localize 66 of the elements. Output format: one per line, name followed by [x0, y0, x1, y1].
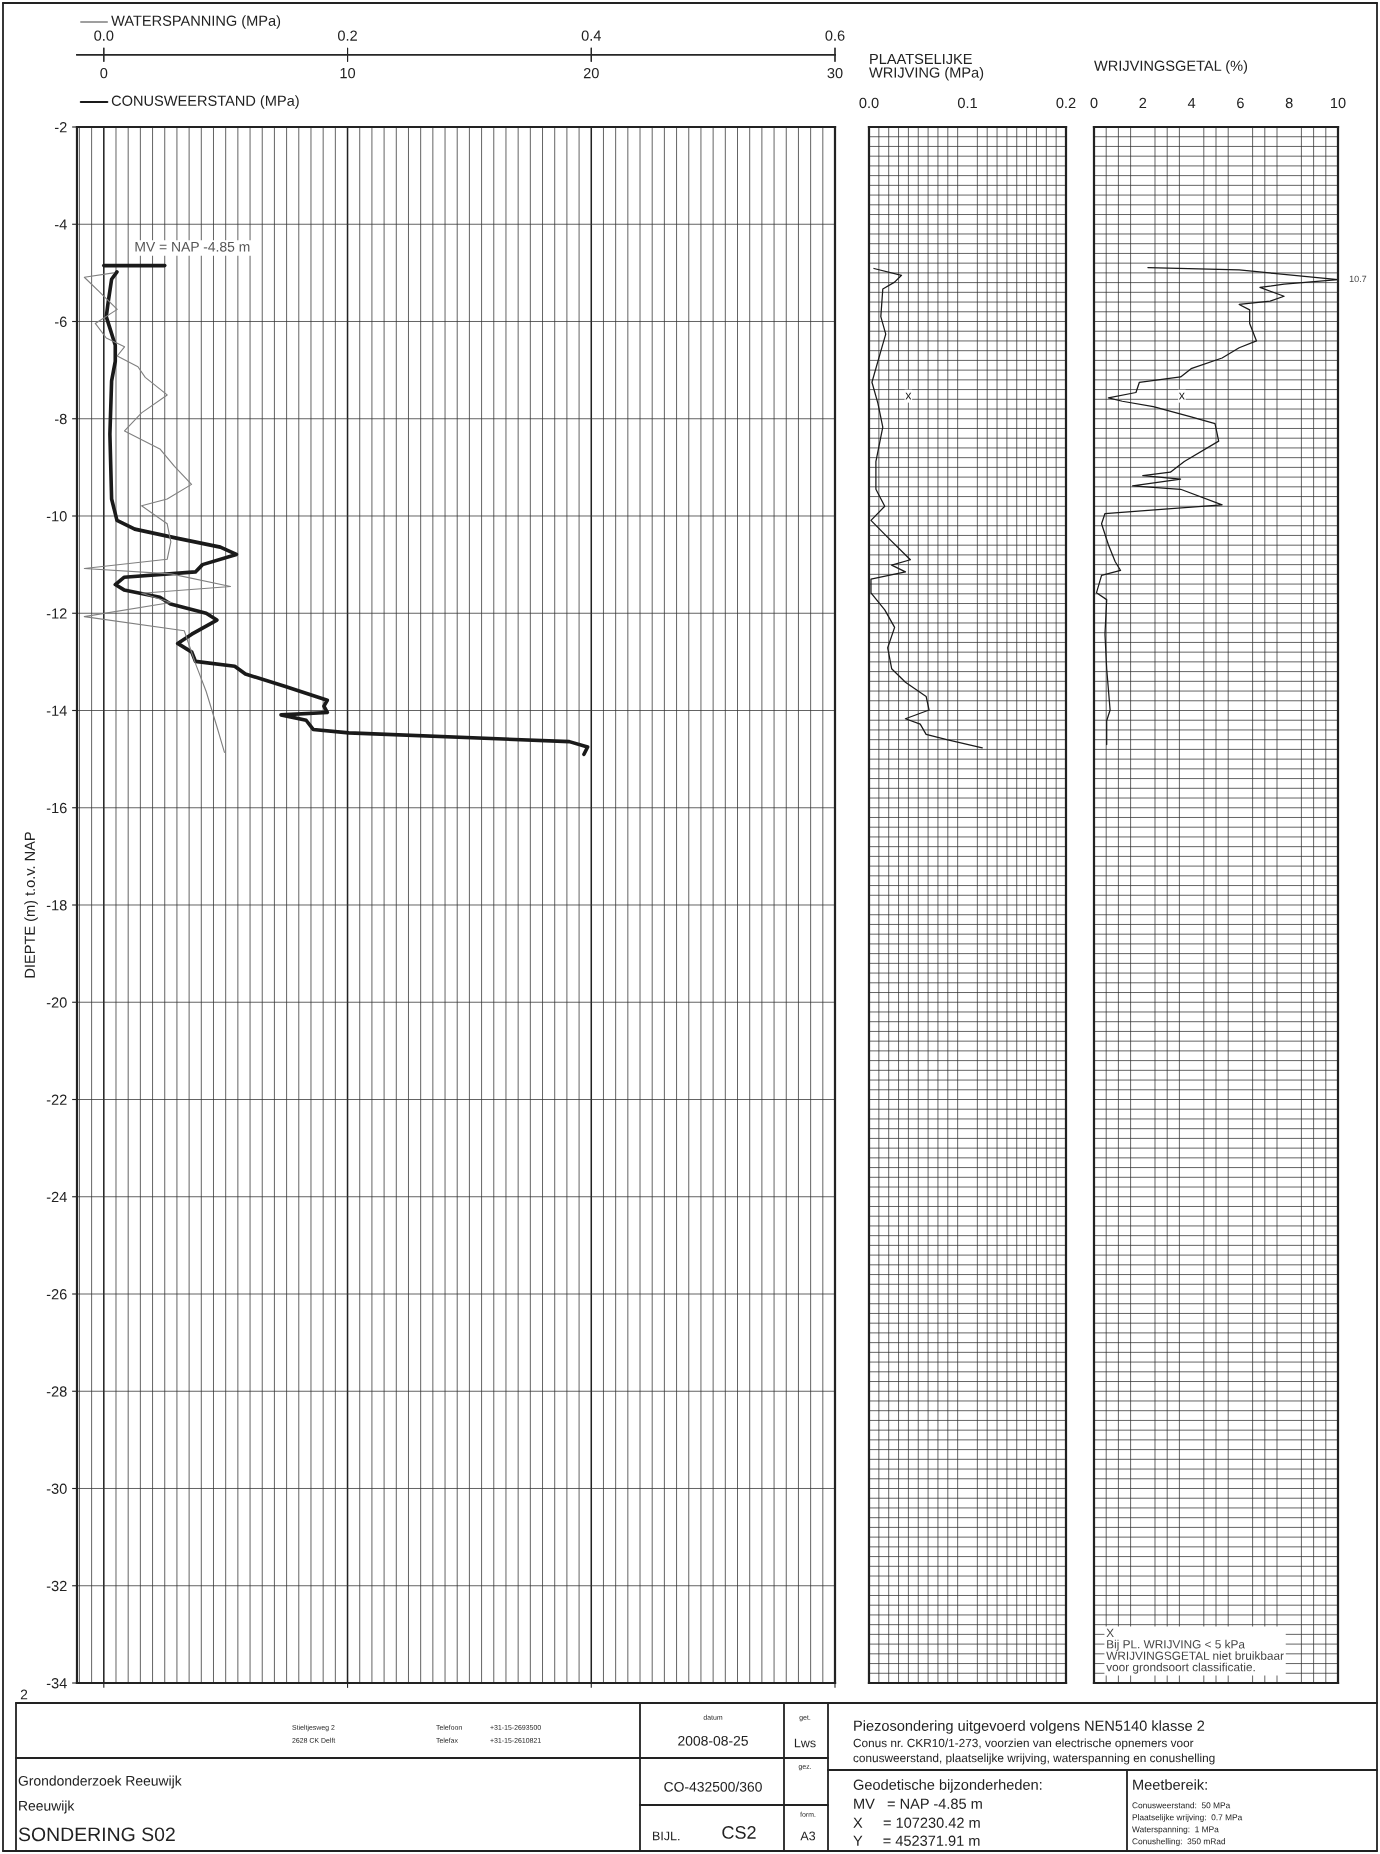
y-tick-label: -34 [46, 1678, 67, 1689]
x-tick-label: 2 [1139, 97, 1147, 108]
text: Geodetische bijzonderheden: [853, 1779, 1042, 1793]
text: Conusweerstand: 50 MPa [1132, 1802, 1231, 1809]
text: Lws [794, 1738, 816, 1748]
annotation: 10.7 [1349, 275, 1367, 283]
x-tick-label: 0.0 [859, 97, 879, 109]
text: Reeuwijk [19, 1800, 75, 1814]
y-tick-label: -32 [46, 1580, 67, 1592]
text: 2 [20, 1689, 28, 1700]
y-tick-label: -20 [46, 997, 67, 1008]
x-tick-label: 10 [1331, 97, 1346, 109]
x-tick-label: 30 [827, 67, 843, 79]
y-tick-label: -30 [46, 1483, 67, 1494]
text: MV = NAP -4.85 m [854, 1798, 982, 1809]
annotation: x [1178, 392, 1185, 400]
text: Waterspanning: 1 MPa [1132, 1826, 1219, 1834]
annotation: MV = NAP -4.85 m [135, 241, 250, 252]
y-tick-label: -28 [46, 1386, 67, 1397]
x2-axis-title: WATERSPANNING (MPa) [111, 15, 281, 29]
x-axis-title: WRIJVINGSGETAL (%) [1094, 60, 1248, 74]
x-tick-label: 0 [100, 67, 108, 79]
text: Piezosondering uitgevoerd volgens NEN5140 klasse 2 [854, 1720, 1205, 1734]
text: 2008-08-25 [678, 1735, 748, 1746]
y-tick-label: -18 [46, 900, 67, 911]
x-axis-title: PLAATSELIJKE WRIJVING (MPa) [869, 53, 984, 81]
y-tick-label: -2 [54, 122, 67, 133]
text: Y = 452371.91 m [853, 1835, 980, 1846]
y-tick-label: -26 [46, 1289, 67, 1300]
y-axis-title: DIEPTE (m) t.o.v. NAP [24, 832, 38, 978]
y-tick-label: -10 [46, 511, 67, 522]
text: Grondonderzoek Reeuwijk [18, 1775, 182, 1789]
text: Conushelling: 350 mRad [1132, 1838, 1226, 1846]
x-tick-label: 0.2 [1056, 97, 1076, 109]
x-tick-label: 10 [340, 67, 356, 79]
x-tick-label: 6 [1237, 97, 1244, 109]
y-tick-label: -6 [54, 316, 67, 327]
text: A3 [800, 1831, 816, 1841]
text: conusweerstand, plaatselijke wrijving, waterspanning en conushelling [853, 1753, 1215, 1765]
x-tick-label: 4 [1187, 97, 1196, 108]
y-tick-label: -16 [46, 802, 67, 814]
text: X = 107230.42 m [853, 1817, 980, 1828]
y-tick-label: -14 [46, 705, 67, 716]
x-tick-label: 20 [583, 67, 599, 79]
x2-tick-label: 0.6 [825, 30, 845, 41]
x2-tick-label: 0.2 [337, 30, 357, 41]
annotation: x [905, 392, 912, 400]
text: BIJL. [653, 1831, 680, 1841]
x2-tick-label: 0.0 [94, 30, 114, 41]
x-axis-title: CONUSWEERSTAND (MPa) [111, 95, 299, 109]
text: Conus nr. CKR10/1-273, voorzien van electrische opnemers voor [853, 1738, 1194, 1750]
y-tick-label: -24 [46, 1191, 67, 1203]
x-tick-label: 0 [1090, 97, 1098, 109]
text: Meetbereik: [1133, 1779, 1207, 1790]
text: CS2 [722, 1826, 756, 1839]
text: Plaatselijke wrijving: 0.7 MPa [1132, 1814, 1243, 1822]
y-tick-label: -4 [54, 219, 67, 230]
text: CO-432500/360 [664, 1781, 762, 1792]
annotation: X Bij PL. WRIJVING < 5 kPa WRIJVINGSGETAL niet bruikbaar voor grondsoort classificatie. [1106, 1628, 1284, 1674]
x2-tick-label: 0.4 [581, 30, 601, 41]
text: SONDERING S02 [18, 1827, 175, 1842]
x-tick-label: 0.1 [957, 97, 977, 109]
x-tick-label: 8 [1285, 97, 1293, 109]
y-tick-label: -8 [54, 413, 67, 425]
y-tick-label: -12 [46, 608, 67, 619]
y-tick-label: -22 [46, 1094, 67, 1105]
